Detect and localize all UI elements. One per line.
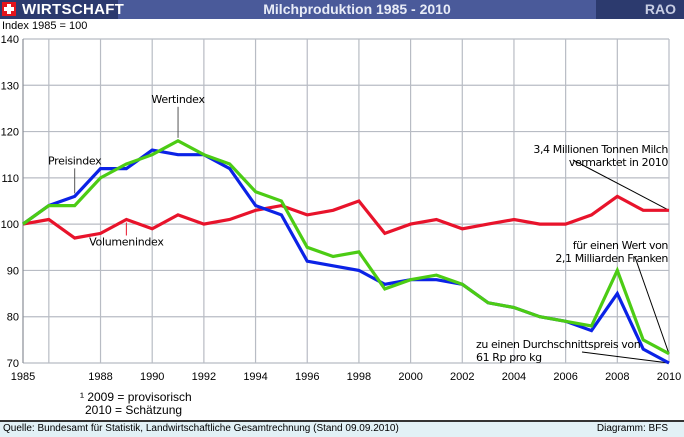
y-axis-ticks: 70 80 90 100 110 120 130 140 [1,34,19,370]
x-tick-label: 2006 [553,371,577,383]
series-lines [22,138,670,365]
x-tick-label: 1990 [140,371,164,383]
section-block [0,0,118,19]
annotation-text: für einen Wert von [573,239,669,252]
x-tick-label: 1988 [88,371,112,383]
chart-title: Milchproduktion 1985 - 2010 [263,1,451,17]
x-tick-label: 1996 [295,371,319,383]
footer-bar: Quelle: Bundesamt für Statistik, Landwir… [0,420,684,437]
x-tick-label: 2004 [502,371,526,383]
x-tick-label: 1998 [347,371,371,383]
footnote-line-1: ¹ 2009 = provisorisch [80,390,192,404]
annotation-text: 2,1 Milliarden Franken [555,252,668,265]
x-tick-label: 1992 [192,371,216,383]
y-tick-label: 110 [1,173,19,185]
series-label-wertindex: Wertindex [151,93,205,106]
annotation-text: zu einen Durchschnittspreis von [476,338,641,351]
annotation-leader [572,159,670,211]
annotation-leader [581,351,670,364]
grid [22,38,670,364]
series-labels: Preisindex Wertindex Volumenindex [48,93,206,249]
header-bar: WIRTSCHAFT Milchproduktion 1985 - 2010 R… [0,0,684,19]
x-tick-label: 2010 [657,371,681,383]
x-tick-label: 2000 [398,371,422,383]
x-tick-label: 2002 [450,371,474,383]
series-line-volumenindex [22,194,669,240]
y-tick-label: 130 [1,80,19,92]
series-label-volumenindex: Volumenindex [89,236,164,249]
y-tick-label: 70 [7,358,19,370]
annotation-text: 61 Rp pro kg [476,351,542,364]
x-tick-label: 1994 [243,371,267,383]
agency-block [596,0,684,19]
swiss-flag-icon [2,2,16,16]
chart-subtitle: Index 1985 = 100 [2,20,88,32]
section-label: WIRTSCHAFT [22,1,125,18]
source-text: Quelle: Bundesamt für Statistik, Landwir… [3,423,399,434]
credit-text: Diagramm: BFS [596,423,668,434]
y-tick-label: 90 [7,265,19,277]
annotation-text: vermarktet in 2010 [569,156,669,169]
footnote-line-2: 2010 = Schätzung [85,403,183,417]
y-tick-label: 100 [1,219,19,231]
x-tick-label: 2008 [605,371,629,383]
annotation-text: 3,4 Millionen Tonnen Milch [533,143,668,156]
annotation-leader [634,256,670,354]
y-tick-label: 80 [7,312,19,324]
x-axis-ticks: 1985 1988 1990 1992 1994 1996 1998 2000 2002 2004… [11,371,681,383]
y-tick-label: 120 [1,127,19,139]
x-tick-label: 1985 [11,371,35,383]
agency-label: RAO [644,1,676,17]
y-tick-label: 140 [1,34,19,46]
series-label-preisindex: Preisindex [48,154,102,167]
annotation-leaders [74,106,670,364]
series-line-wertindex [22,138,670,356]
